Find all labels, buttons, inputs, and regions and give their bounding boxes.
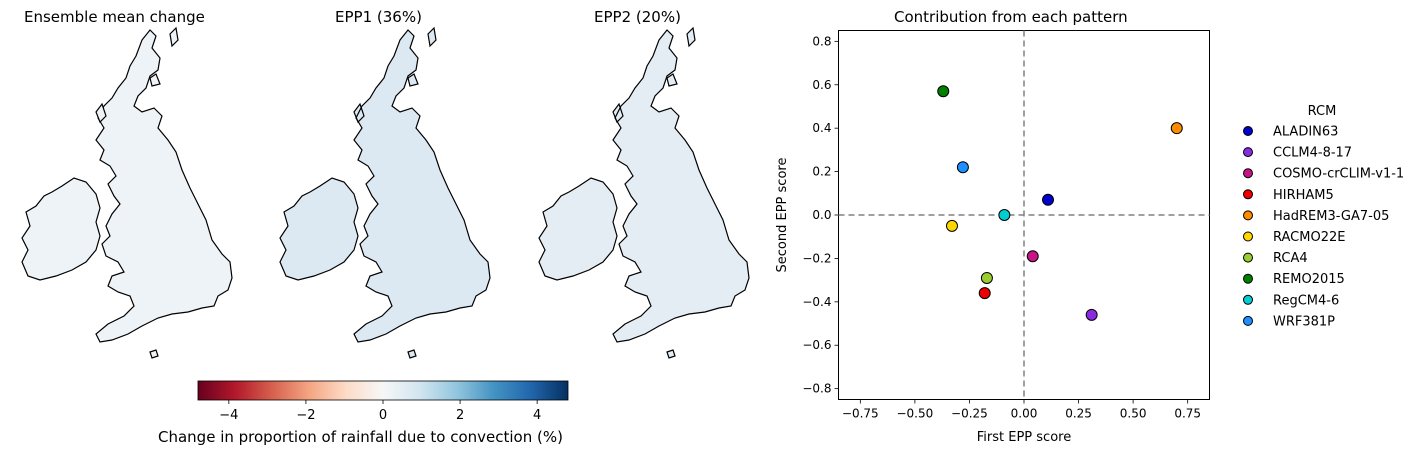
legend-label: CCLM4-8-17 (1273, 146, 1352, 161)
y-axis-label: Second EPP score (775, 158, 790, 273)
legend-title: RCM (1308, 104, 1337, 119)
y-tick-label: −0.2 (802, 251, 831, 265)
legend-label: ALADIN63 (1273, 125, 1338, 140)
x-axis-label: First EPP score (977, 430, 1071, 445)
map-epp2 (538, 27, 750, 359)
x-tick-label: 0.75 (1174, 407, 1201, 421)
legend-marker (1243, 273, 1253, 284)
legend-marker (1243, 126, 1253, 136)
point-hadrem3-ga7-05 (1170, 122, 1183, 135)
map-epp1 (279, 27, 491, 359)
map-title-epp2: EPP2 (20%) (594, 8, 681, 26)
y-tick-label: 0.8 (812, 34, 831, 48)
legend-marker (1243, 231, 1253, 242)
legend-marker (1243, 189, 1253, 200)
x-tick-label: −0.25 (951, 407, 988, 421)
legend-marker (1243, 315, 1253, 326)
point-hirham5 (978, 287, 991, 300)
y-tick-label: −0.4 (802, 295, 831, 309)
legend-items: ALADIN63 CCLM4-8-17 COSMO-crCLIM-v1-1 HIRHA… (1243, 125, 1404, 329)
legend-label: RegCM4-6 (1273, 293, 1339, 308)
legend-marker (1243, 147, 1253, 158)
y-tick-label: 0.6 (812, 78, 831, 92)
point-cclm4-8-17 (1085, 308, 1098, 321)
scatter-plot: −0.75 −0.50 −0.25 0.00 0.25 0.50 0.75 −0.8 −0.6… (775, 30, 1210, 445)
legend-marker (1243, 168, 1253, 179)
legend-label: COSMO-crCLIM-v1-1 (1273, 167, 1404, 182)
y-tick-label: −0.6 (802, 338, 831, 352)
y-tick-label: 0.2 (812, 165, 831, 179)
colorbar-label: Change in proportion of rainfall due to … (158, 428, 563, 446)
legend-label: WRF381P (1273, 314, 1335, 329)
y-tick-label: −0.8 (802, 382, 831, 396)
point-rca4 (980, 271, 993, 284)
map-title-epp1: EPP1 (36%) (335, 8, 422, 26)
point-racmo22e (945, 219, 958, 232)
legend-label: REMO2015 (1273, 272, 1345, 287)
y-axis-ticks: −0.8 −0.6 −0.4 −0.2 0.0 0.2 0.4 0.6 0.8 (802, 34, 839, 396)
x-tick-label: 0.25 (1065, 407, 1092, 421)
legend-label: RACMO22E (1273, 230, 1345, 245)
colorbar-tick-label: 0 (379, 408, 387, 423)
x-tick-label: −0.50 (896, 407, 933, 421)
colorbar-tick-label: 2 (456, 408, 464, 423)
point-wrf381p (956, 161, 969, 174)
legend: RCM ALADIN63 CCLM4-8-17 COSMO-crCLIM-v1-1 H… (1243, 104, 1404, 329)
point-remo2015 (937, 85, 950, 98)
legend-label: HIRHAM5 (1273, 188, 1334, 203)
map-title-mean: Ensemble mean change (24, 8, 205, 26)
y-tick-label: 0.4 (812, 121, 831, 135)
map-ensemble-mean (21, 27, 233, 359)
point-cosmo-crclim-v1-1 (1026, 250, 1039, 263)
reference-lines (838, 30, 1210, 400)
point-aladin63 (1042, 193, 1055, 206)
legend-marker (1243, 294, 1253, 305)
x-tick-label: 0.00 (1011, 407, 1038, 421)
y-tick-label: 0.0 (812, 208, 831, 222)
x-tick-label: 0.50 (1120, 407, 1147, 421)
x-axis-ticks: −0.75 −0.50 −0.25 0.00 0.25 0.50 0.75 (842, 399, 1201, 421)
x-tick-label: −0.75 (842, 407, 879, 421)
legend-marker (1243, 252, 1253, 263)
colorbar: −4 −2 0 2 4 (197, 380, 569, 423)
colorbar-gradient (197, 380, 569, 401)
colorbar-tick-label: −4 (219, 408, 238, 423)
point-regcm4-6 (998, 209, 1011, 221)
legend-marker (1243, 210, 1253, 221)
legend-label: HadREM3-GA7-05 (1273, 209, 1389, 224)
colorbar-tick-label: −2 (296, 408, 315, 423)
legend-label: RCA4 (1273, 251, 1308, 266)
colorbar-ticks: −4 −2 0 2 4 (219, 400, 541, 423)
scatter-points (937, 85, 1183, 321)
scatter-title: Contribution from each pattern (894, 8, 1128, 26)
colorbar-tick-label: 4 (533, 408, 541, 423)
